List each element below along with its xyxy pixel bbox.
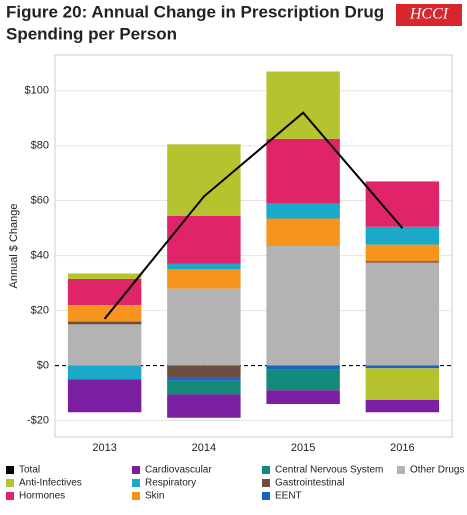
bar-segment (67, 365, 142, 380)
legend-swatch (262, 492, 270, 500)
legend-swatch (132, 466, 140, 474)
bar-segment (67, 278, 142, 306)
x-tick-label: 2016 (390, 442, 414, 454)
legend-label: Respiratory (145, 478, 196, 489)
legend-label: Total (19, 465, 40, 476)
bar-segment (266, 138, 340, 204)
bar-segment (266, 203, 340, 219)
legend-swatch (6, 466, 14, 474)
y-tick-label: -$20 (27, 414, 49, 426)
bar-segment (167, 377, 241, 381)
bar-segment (266, 390, 340, 405)
legend-swatch (397, 466, 405, 474)
legend-label: Other Drugs (410, 465, 464, 476)
y-axis-label: Annual $ Change (8, 203, 20, 288)
bar-segment (67, 324, 142, 366)
bar-segment (167, 288, 241, 366)
bar-segment (167, 144, 241, 216)
bar-segment (67, 379, 142, 413)
y-tick-label: $40 (31, 250, 49, 262)
chart-title: Spending per Person (6, 24, 177, 43)
logo: HCCI (409, 6, 449, 23)
bar-segment (266, 246, 340, 366)
bar-segment (365, 226, 440, 245)
legend-label: Anti-Infectives (19, 478, 82, 489)
bar-segment (365, 365, 440, 369)
legend-label: Central Nervous System (275, 465, 383, 476)
bar-segment (365, 368, 440, 400)
legend-swatch (262, 479, 270, 487)
bar-segment (365, 261, 440, 263)
legend-swatch (132, 479, 140, 487)
bar-segment (167, 263, 241, 270)
bar-segment (266, 71, 340, 139)
bar-segment (266, 369, 340, 391)
bar-segment (365, 181, 440, 227)
bar-segment (167, 394, 241, 418)
bar-segment (67, 273, 142, 279)
legend-label: Cardiovascular (145, 465, 212, 476)
y-tick-label: $20 (31, 304, 49, 316)
x-tick-label: 2013 (92, 442, 116, 454)
legend-label: Hormones (19, 491, 65, 502)
legend-label: EENT (275, 491, 302, 502)
bar-segment (365, 244, 440, 262)
legend-label: Skin (145, 491, 164, 502)
y-tick-label: $100 (25, 85, 49, 97)
y-tick-label: $60 (31, 195, 49, 207)
bar-segment (365, 399, 440, 413)
bar-segment (365, 262, 440, 366)
bar-segment (266, 365, 340, 370)
bar-segment (266, 218, 340, 246)
bar-segment (167, 365, 241, 378)
legend-swatch (262, 466, 270, 474)
legend-label: Gastrointestinal (275, 478, 344, 489)
chart-title: Figure 20: Annual Change in Prescription… (6, 2, 384, 21)
total-line (103, 111, 404, 320)
bar-segment (167, 269, 241, 289)
x-tick-label: 2015 (291, 442, 315, 454)
y-tick-label: $0 (37, 359, 49, 371)
logo-box (396, 4, 462, 26)
bar-segment (67, 305, 142, 322)
x-tick-label: 2014 (192, 442, 216, 454)
bar-segment (167, 380, 241, 395)
y-tick-label: $80 (31, 140, 49, 152)
bar-segment (167, 215, 241, 264)
legend-swatch (6, 492, 14, 500)
legend-swatch (132, 492, 140, 500)
bar-segment (67, 321, 142, 325)
legend-swatch (6, 479, 14, 487)
plot-frame (54, 54, 453, 438)
